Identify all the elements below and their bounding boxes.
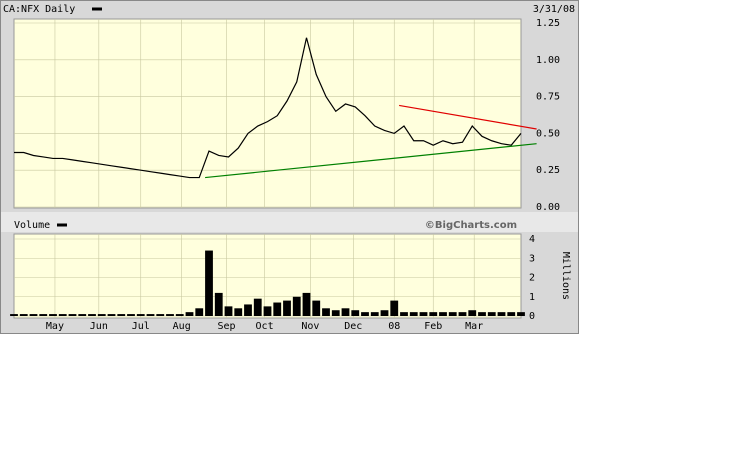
x-tick-label: Jun [90, 321, 108, 332]
volume-bar [263, 306, 272, 316]
volume-bar [29, 314, 38, 316]
volume-bar [136, 314, 145, 316]
volume-bar [497, 312, 506, 316]
volume-bar [244, 304, 252, 316]
x-tick-label: May [46, 321, 64, 332]
volume-bar [322, 308, 330, 316]
x-tick-label: Mar [465, 321, 483, 332]
volume-bar [419, 312, 428, 316]
x-tick-label: Sep [218, 321, 236, 332]
volume-bar [361, 312, 369, 316]
volume-bar [58, 314, 67, 316]
volume-bar [439, 312, 447, 316]
volume-bar [39, 314, 48, 316]
volume-bar [214, 292, 223, 316]
volume-bar [107, 314, 116, 316]
volume-bar [205, 250, 213, 316]
y-tick-label: 2 [529, 273, 535, 284]
volume-plot [13, 233, 522, 319]
y-tick-label: 1 [529, 292, 535, 303]
volume-bar [517, 312, 525, 316]
volume-bar [146, 314, 155, 316]
volume-header [1, 212, 578, 232]
volume-bar [49, 314, 57, 316]
volume-bar [370, 312, 379, 316]
volume-bar [380, 310, 389, 316]
y-tick-label: 0.75 [536, 92, 560, 103]
trendline [399, 104, 537, 130]
x-tick-label: Oct [256, 321, 274, 332]
y-tick-label: 1.25 [536, 18, 560, 29]
volume-bar [341, 308, 350, 316]
x-tick-label: 08 [388, 321, 400, 332]
volume-bar [507, 312, 516, 316]
volume-bar [331, 310, 340, 316]
volume-bar [390, 300, 399, 316]
volume-bar [400, 312, 408, 316]
volume-bar [175, 314, 184, 316]
trendline [205, 143, 537, 179]
y-tick-label: 0 [529, 311, 535, 322]
volume-bar [97, 314, 106, 316]
volume-bar [19, 314, 28, 316]
volume-bar [292, 296, 301, 316]
y-tick-label: 1.00 [536, 55, 560, 66]
price-plot [13, 18, 522, 209]
volume-bar [195, 308, 204, 316]
y-tick-label: 4 [529, 234, 535, 245]
y-tick-label: 3 [529, 253, 535, 264]
volume-bar [185, 312, 194, 316]
volume-bar [409, 312, 418, 316]
x-tick-label: Nov [301, 321, 319, 332]
y-axis-label: Millions [560, 252, 571, 300]
volume-bar [429, 312, 438, 316]
volume-bar [487, 312, 496, 316]
volume-bar [78, 314, 87, 316]
volume-bar [448, 312, 457, 316]
volume-bar [283, 300, 291, 316]
volume-bar [156, 314, 165, 316]
chart-title: CA:NFX Daily [3, 4, 75, 15]
volume-bar [351, 310, 360, 316]
volume-bar [312, 300, 321, 316]
volume-bar [68, 314, 77, 316]
volume-bar [117, 314, 126, 316]
volume-bar [88, 314, 96, 316]
volume-bar [302, 292, 311, 316]
y-tick-label: 0.25 [536, 165, 560, 176]
volume-bar [458, 312, 467, 316]
volume-bar [253, 298, 262, 316]
x-tick-label: Aug [173, 321, 191, 332]
y-tick-label: 0.00 [536, 202, 560, 213]
price-line [14, 37, 522, 179]
volume-bar [10, 314, 18, 316]
volume-bar [273, 302, 282, 316]
volume-bar [224, 306, 233, 316]
y-tick-label: 0.50 [536, 128, 560, 139]
volume-bar [127, 314, 135, 316]
volume-title: Volume [14, 220, 50, 231]
volume-bar [166, 314, 174, 316]
x-tick-label: Jul [132, 321, 150, 332]
x-tick-label: Dec [344, 321, 362, 332]
x-tick-label: Feb [424, 321, 442, 332]
volume-bar [478, 312, 486, 316]
volume-bar [468, 310, 477, 316]
annotation: ©BigCharts.com [425, 220, 517, 231]
date-label: 3/31/08 [533, 4, 575, 15]
volume-bar [234, 308, 243, 316]
